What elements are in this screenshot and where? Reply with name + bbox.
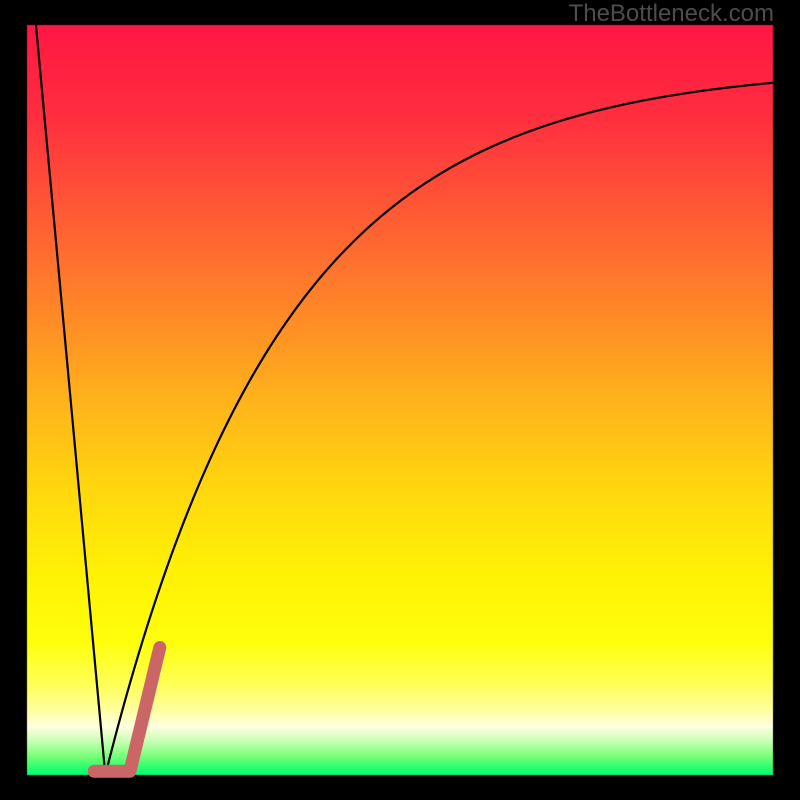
watermark-text: TheBottleneck.com xyxy=(569,0,774,28)
chart-root: TheBottleneck.com xyxy=(0,0,800,800)
gradient-background xyxy=(0,0,800,800)
